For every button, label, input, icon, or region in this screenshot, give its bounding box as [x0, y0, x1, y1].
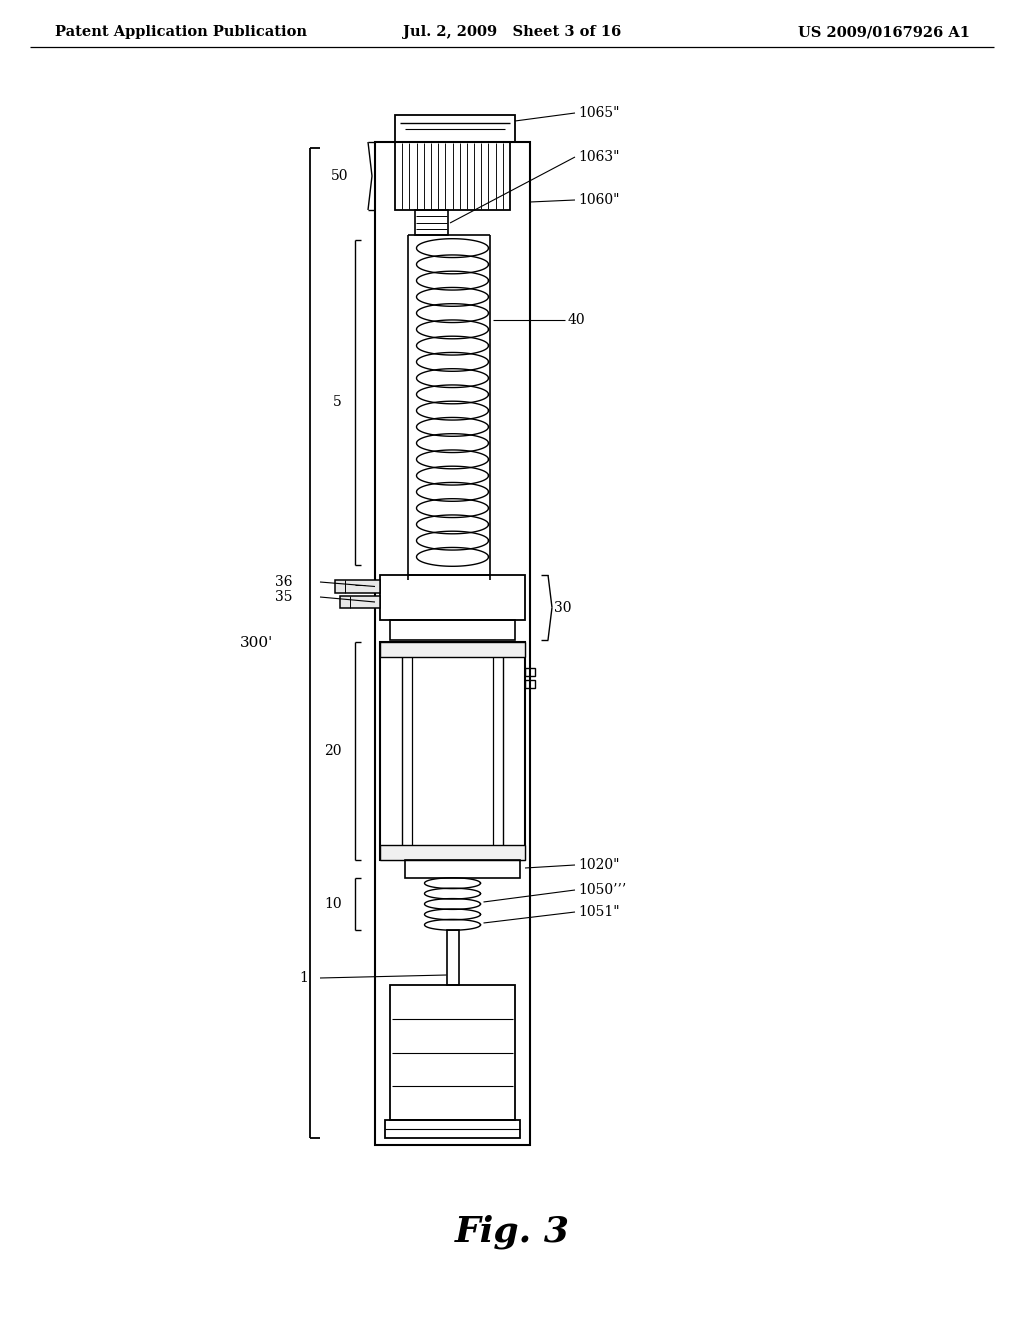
Bar: [390, 620, 515, 640]
Bar: [395, 115, 515, 143]
Text: US 2009/0167926 A1: US 2009/0167926 A1: [798, 25, 970, 40]
Bar: [412, 652, 493, 850]
Bar: [402, 647, 503, 855]
Text: 10: 10: [325, 898, 342, 911]
Text: 1051": 1051": [578, 906, 620, 919]
Bar: [390, 985, 515, 1119]
Text: 1: 1: [299, 972, 308, 985]
Bar: [395, 143, 510, 210]
Text: 1050’’’: 1050’’’: [578, 883, 627, 898]
Bar: [525, 680, 535, 688]
Text: 35: 35: [275, 590, 293, 605]
Bar: [385, 1119, 520, 1138]
Text: 1060": 1060": [578, 193, 620, 207]
Text: 30: 30: [554, 601, 571, 615]
Text: Jul. 2, 2009   Sheet 3 of 16: Jul. 2, 2009 Sheet 3 of 16: [402, 25, 622, 40]
Bar: [380, 845, 525, 861]
Text: 1020": 1020": [578, 858, 620, 873]
Text: Fig. 3: Fig. 3: [455, 1214, 569, 1249]
Text: 1065": 1065": [578, 106, 620, 120]
Text: Patent Application Publication: Patent Application Publication: [55, 25, 307, 40]
Bar: [375, 143, 530, 1144]
Text: 1063": 1063": [578, 150, 620, 164]
Bar: [340, 597, 380, 609]
Text: 50: 50: [331, 169, 348, 183]
Text: 300': 300': [240, 636, 273, 649]
Bar: [415, 210, 449, 235]
Text: 36: 36: [275, 576, 293, 589]
Bar: [380, 642, 525, 657]
Bar: [380, 642, 525, 861]
Bar: [525, 668, 535, 676]
Text: 20: 20: [325, 744, 342, 758]
Text: 5: 5: [333, 396, 342, 409]
Text: 40: 40: [568, 313, 586, 327]
Bar: [335, 579, 380, 593]
Bar: [446, 931, 459, 985]
Bar: [406, 861, 520, 878]
Bar: [380, 576, 525, 620]
